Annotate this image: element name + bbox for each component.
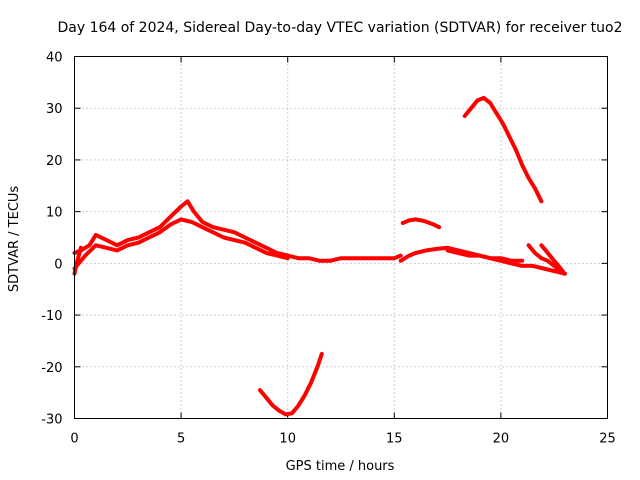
y-tick-label: -20 (41, 361, 62, 376)
plot-frame (74, 56, 608, 419)
satellite-track-late-d (539, 243, 565, 274)
y-tick-label: -10 (41, 309, 62, 324)
satellite-track-early-spike (72, 245, 83, 276)
x-tick-label: 10 (279, 432, 296, 447)
x-tick-label: 5 (177, 432, 185, 447)
y-tick-label: -30 (41, 413, 62, 428)
y-tick-label: 0 (54, 257, 62, 272)
grid-layer (74, 56, 608, 419)
y-tick-label: 40 (46, 51, 63, 66)
x-tick-label: 0 (70, 432, 78, 447)
satellite-track-main-a (72, 199, 403, 263)
x-tick-label: 20 (493, 432, 510, 447)
x-tick-label: 15 (386, 432, 403, 447)
satellite-track-low-arc (258, 351, 324, 417)
y-tick-label: 30 (46, 102, 63, 117)
chart-title: Day 164 of 2024, Sidereal Day-to-day VTE… (57, 20, 622, 36)
satellite-track-late-b (445, 248, 525, 263)
satellite-track-main-b (72, 217, 290, 271)
y-tick-label: 10 (46, 206, 63, 221)
x-tick-label: 25 (599, 432, 616, 447)
satellite-track-bump-16h (400, 217, 442, 230)
series-layer (72, 95, 567, 417)
satellite-track-high-arc (462, 95, 544, 204)
y-tick-label: 20 (46, 154, 63, 169)
x-axis-label: GPS time / hours (286, 459, 395, 474)
satellite-track-late-a (398, 245, 567, 276)
y-axis-label: SDTVAR / TECUs (7, 186, 22, 293)
